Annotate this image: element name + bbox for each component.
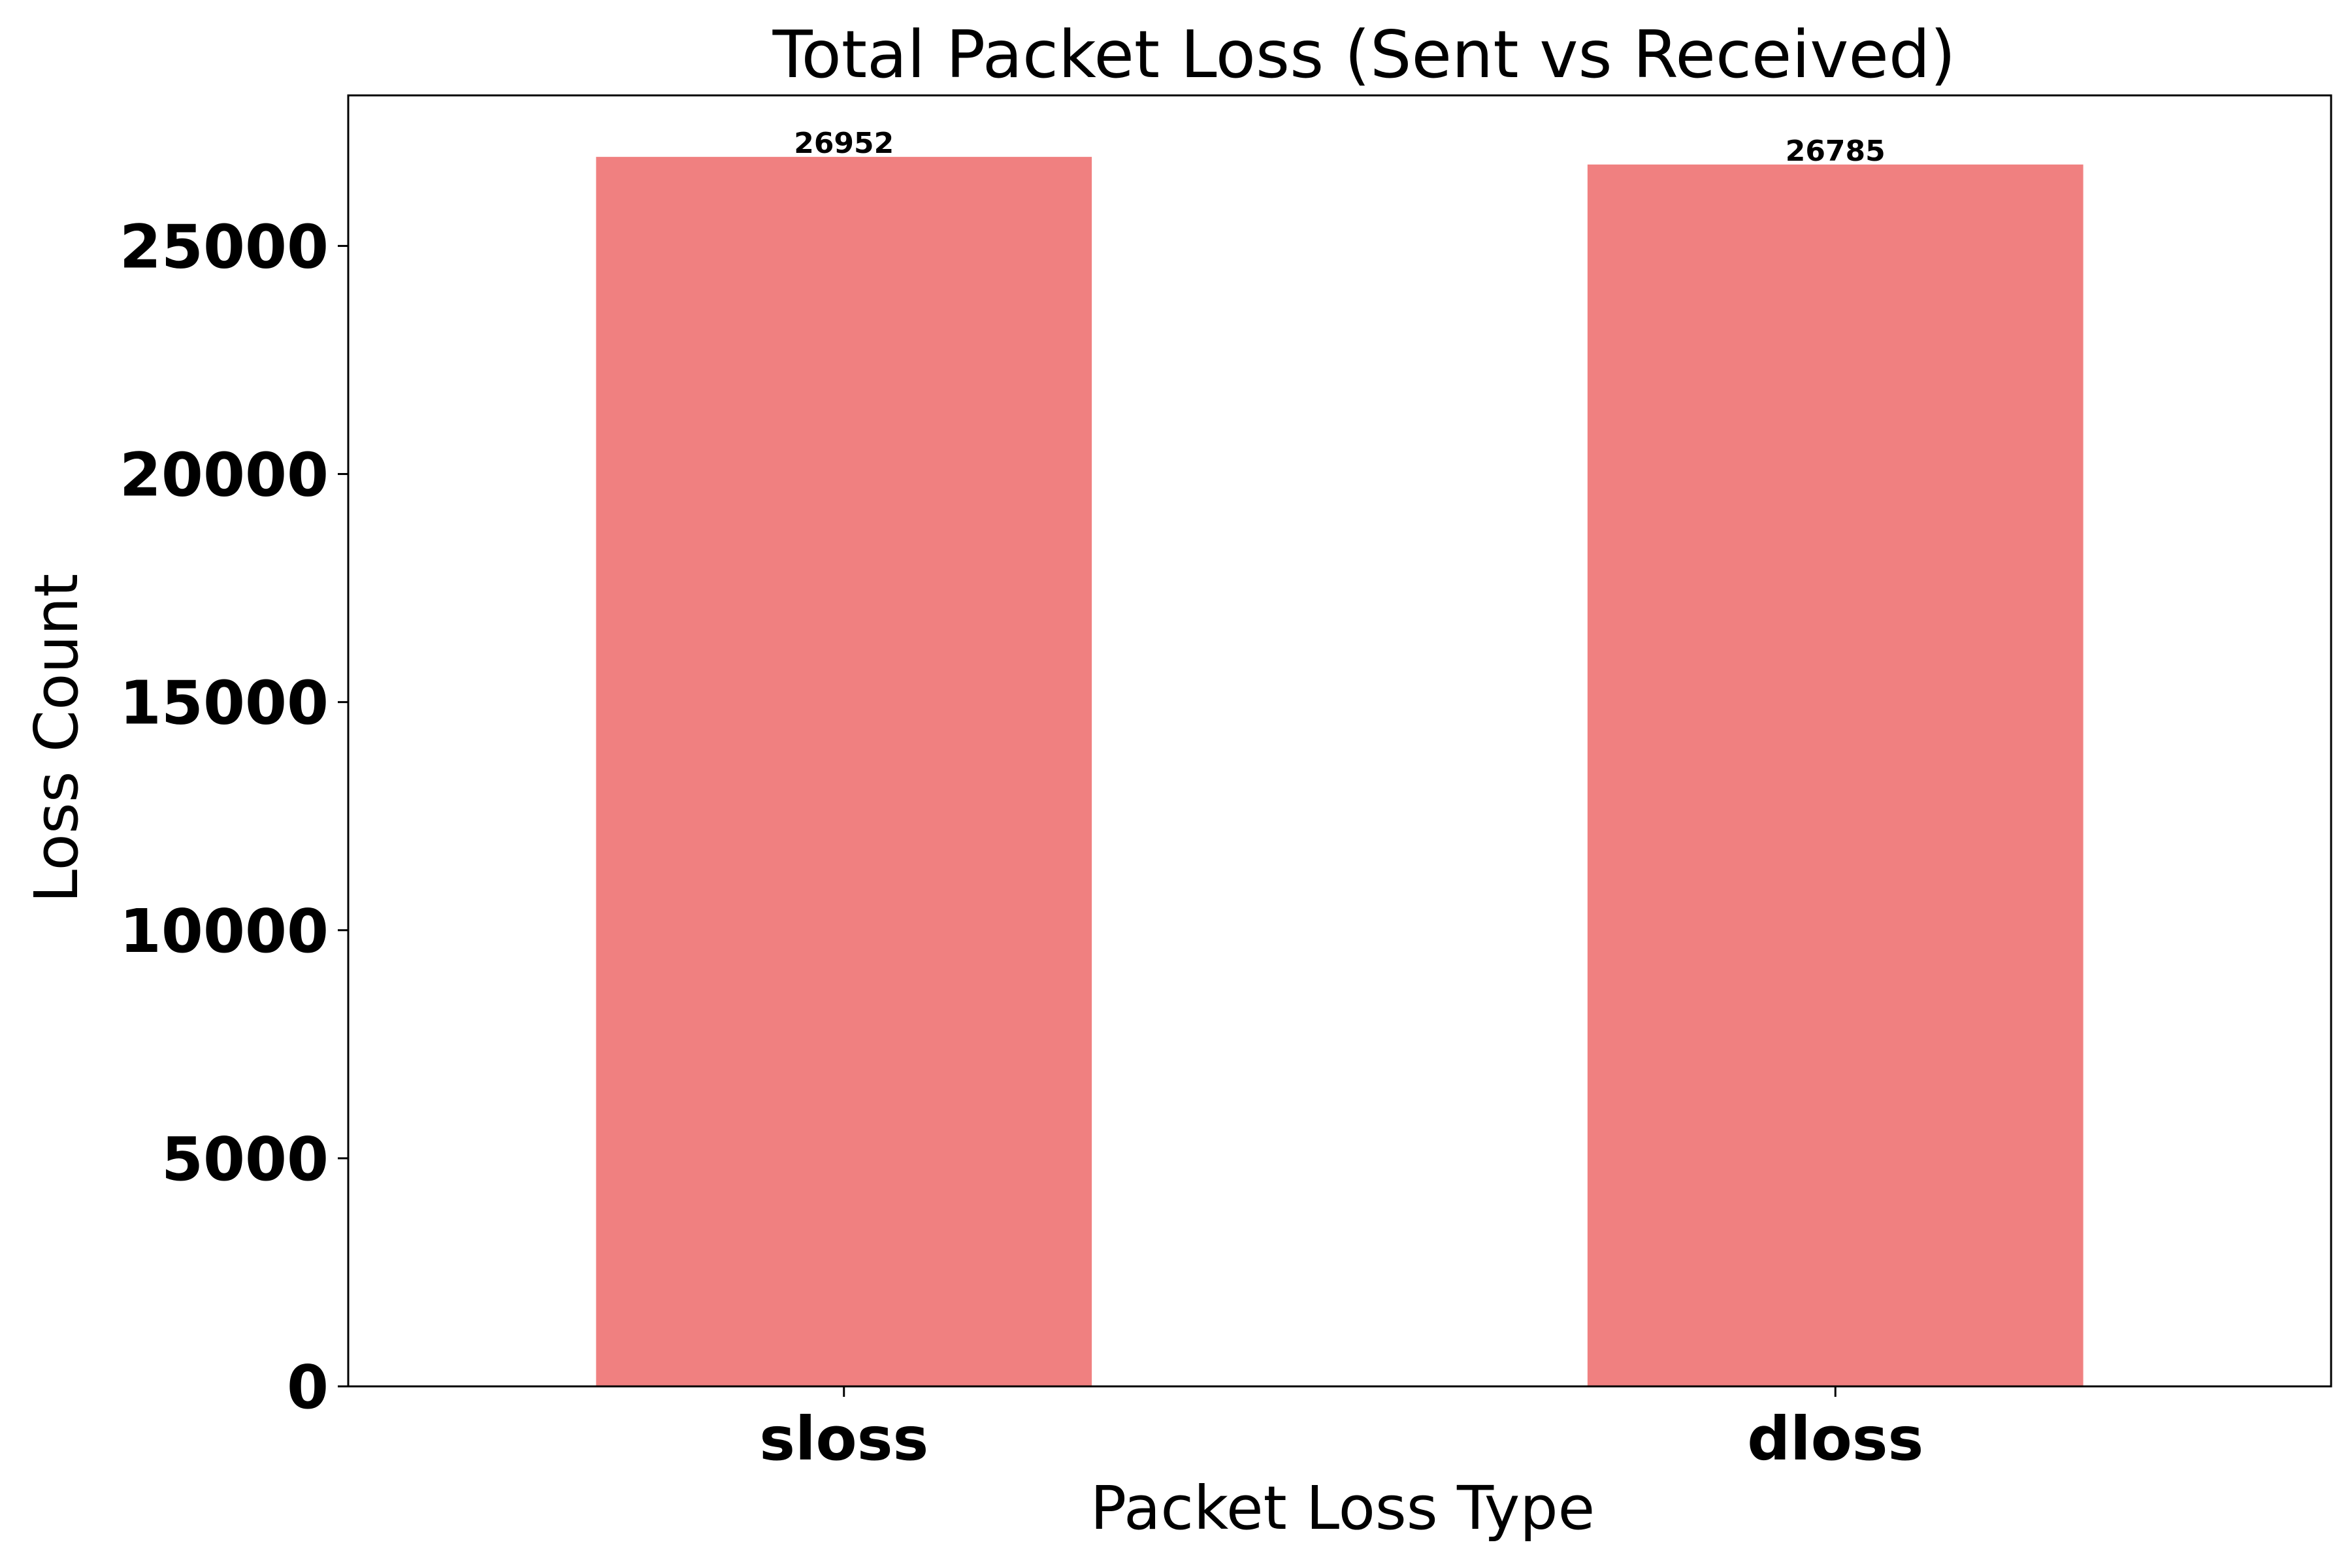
y-tick-label: 0: [287, 1352, 329, 1422]
plot-frame: [347, 94, 2332, 1388]
plot-area: 26952 sloss 26785 dloss 0 5000 10000 15000 20000…: [120, 94, 2332, 1474]
x-axis-label: Packet Loss Type: [1090, 1473, 1595, 1543]
y-tick-label: 20000: [120, 440, 329, 510]
y-tick-label: 5000: [161, 1124, 329, 1194]
data-label-sloss: 26952: [794, 127, 894, 160]
data-label-dloss: 26785: [1786, 135, 1886, 168]
y-axis-label: Loss Count: [22, 574, 91, 903]
x-tick-label-dloss: dloss: [1747, 1404, 1923, 1474]
x-tick-label-sloss: sloss: [759, 1404, 928, 1474]
y-tick-label: 10000: [120, 896, 329, 966]
bar-sloss: [596, 157, 1092, 1387]
chart-title: Total Packet Loss (Sent vs Received): [772, 16, 1956, 93]
bar-dloss: [1587, 164, 2083, 1386]
y-tick-label: 25000: [120, 212, 329, 282]
y-tick-label: 15000: [120, 668, 329, 738]
